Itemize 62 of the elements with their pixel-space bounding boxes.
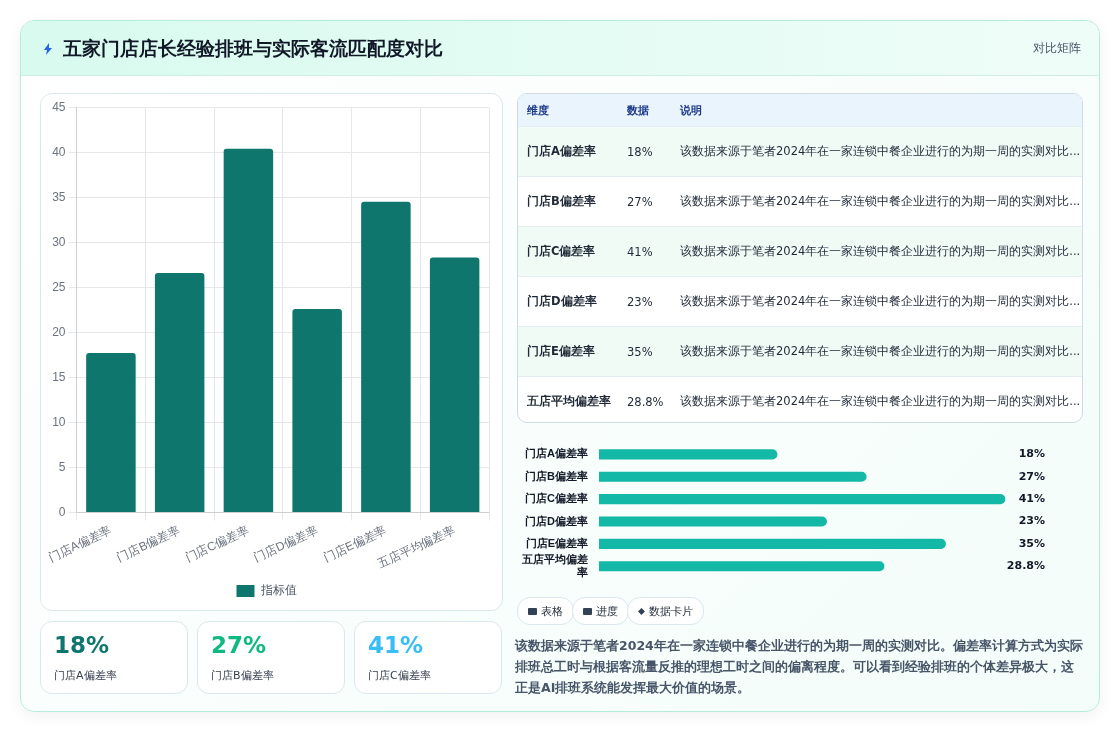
text: 该数据来源于笔者2024年在一家连锁中餐企业进行的为期一周的实测对比。偏差率计算方式为实际排班总工时与根据客流量反推的理想工时之间的偏离程度。可以看到经验排班的个体差异极大，这正是AI排班系统能发挥最大价值的场景。 <box>515 637 1084 697</box>
bar <box>154 272 205 512</box>
text: 数据 <box>626 102 650 118</box>
data-label: 28.8% <box>1006 559 1045 573</box>
text: 28.8% <box>626 394 665 409</box>
y-tick-label: 45 <box>52 99 66 114</box>
text: 该数据来源于笔者2024年在一家连锁中餐企业进行的为期一周的实测对比... <box>679 394 1082 409</box>
text: 门店B偏差率 <box>211 668 274 683</box>
bar <box>292 308 342 512</box>
y-tick-label: 门店A偏差率 <box>525 447 588 460</box>
y-tick-label: 门店D偏差率 <box>525 514 588 527</box>
x-tick-label: 门店D偏差率 <box>251 523 320 565</box>
y-tick-label: 10 <box>52 414 66 429</box>
text: 35% <box>626 344 654 359</box>
text: 门店C偏差率 <box>368 668 431 683</box>
data-label: 18% <box>1018 447 1045 461</box>
text: 该数据来源于笔者2024年在一家连锁中餐企业进行的为期一周的实测对比... <box>679 144 1082 159</box>
text: 27% <box>211 632 267 658</box>
text: 18% <box>54 632 110 658</box>
text: 数据卡片 <box>649 603 693 619</box>
bar <box>599 494 1006 505</box>
data-label: 35% <box>1018 536 1045 550</box>
y-tick-label: 35 <box>52 189 66 204</box>
data-label: 27% <box>1018 469 1045 483</box>
chart-title: 五家门店店长经验排班与实际客流匹配度对比 <box>63 36 443 61</box>
text: 该数据来源于笔者2024年在一家连锁中餐企业进行的为期一周的实测对比... <box>679 344 1082 359</box>
bar <box>599 471 867 482</box>
bar <box>599 449 778 460</box>
y-tick-label: 30 <box>52 234 66 249</box>
text: 进度 <box>596 603 618 619</box>
y-tick-label: 25 <box>52 279 66 294</box>
text: 维度 <box>526 102 550 118</box>
data-label: 41% <box>1018 491 1045 505</box>
bar <box>599 516 827 527</box>
x-tick-label: 门店C偏差率 <box>182 523 252 565</box>
bar <box>223 148 274 512</box>
text: 27% <box>626 194 654 209</box>
y-tick-label: 门店B偏差率 <box>525 469 588 482</box>
y-tick-label: 40 <box>52 144 66 159</box>
bar <box>361 201 411 512</box>
y-tick-label: 15 <box>52 369 66 384</box>
text: 41% <box>626 244 654 259</box>
text: 23% <box>626 294 654 309</box>
y-tick-label: 门店C偏差率 <box>525 492 588 505</box>
text: 说明 <box>679 102 703 118</box>
text: 该数据来源于笔者2024年在一家连锁中餐企业进行的为期一周的实测对比... <box>679 294 1082 309</box>
bar <box>599 538 946 549</box>
text: 对比矩阵 <box>1033 40 1081 57</box>
x-tick-label: 门店B偏差率 <box>114 523 183 565</box>
y-tick-label: 5 <box>58 459 66 474</box>
text: 该数据来源于笔者2024年在一家连锁中餐企业进行的为期一周的实测对比... <box>679 194 1082 209</box>
bar <box>86 353 136 512</box>
bar <box>599 561 885 572</box>
text: 该数据来源于笔者2024年在一家连锁中餐企业进行的为期一周的实测对比... <box>679 244 1082 259</box>
text: 18% <box>626 144 654 159</box>
text: 41% <box>368 632 424 658</box>
bar <box>429 257 480 512</box>
legend-label: 指标值 <box>259 583 297 598</box>
y-tick-label: 20 <box>52 324 66 339</box>
data-label: 23% <box>1018 514 1045 528</box>
y-tick-label: 0 <box>58 504 66 519</box>
text: 表格 <box>541 603 563 619</box>
